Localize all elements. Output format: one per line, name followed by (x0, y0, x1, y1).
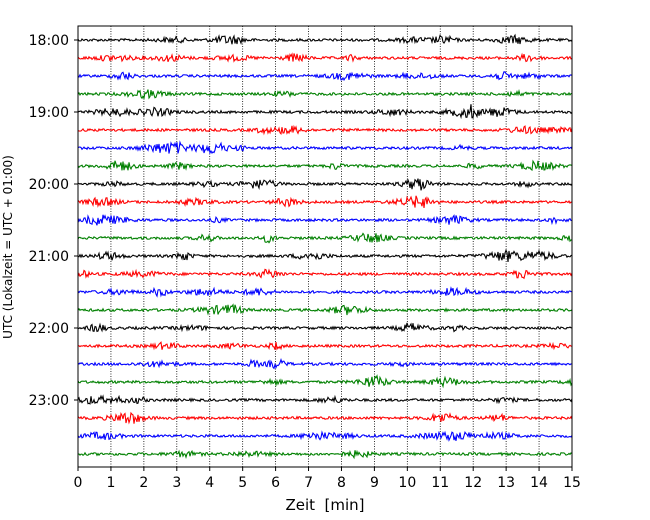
trace-2000 (77, 178, 573, 191)
y-tick-label: 21:00 (29, 249, 69, 265)
trace-2130 (77, 286, 573, 298)
trace-1945 (77, 159, 573, 171)
grid-lines (110, 26, 540, 467)
x-tick-label: 8 (337, 475, 346, 491)
trace-1815 (77, 52, 573, 63)
trace-2045 (77, 232, 573, 244)
x-tick-label: 9 (370, 475, 379, 491)
trace-2145 (77, 303, 573, 316)
trace-2015 (77, 195, 573, 209)
x-tick-label: 10 (398, 475, 416, 491)
trace-1900 (77, 104, 573, 120)
x-axis-label: Zeit [min] (285, 496, 364, 514)
trace-2345 (77, 449, 573, 460)
plot-background (78, 26, 572, 467)
plot-frame (77, 25, 573, 468)
y-tick-label: 23:00 (29, 393, 69, 409)
y-tick-label: 20:00 (29, 177, 69, 193)
y-axis-ticks: 18:00 19:00 20:00 21:00 22:00 23:00 (29, 33, 78, 409)
trace-2030 (77, 214, 573, 226)
trace-1930 (77, 140, 573, 155)
trace-2215 (77, 341, 573, 351)
seismic-traces (77, 33, 573, 460)
trace-2300 (77, 394, 573, 405)
x-tick-label: 11 (431, 475, 449, 491)
x-tick-label: 0 (74, 475, 83, 491)
x-axis-ticks: 0 1 2 3 4 5 6 7 8 9 10 11 12 13 14 15 (74, 467, 581, 491)
trace-2200 (77, 322, 573, 333)
y-tick-label: 22:00 (29, 321, 69, 337)
trace-2230 (77, 357, 573, 370)
trace-2315 (77, 411, 573, 425)
x-tick-label: 14 (530, 475, 548, 491)
x-tick-label: 13 (497, 475, 515, 491)
trace-1915 (77, 124, 573, 136)
x-tick-label: 2 (139, 475, 148, 491)
y-tick-label: 18:00 (29, 33, 69, 49)
trace-1800 (77, 33, 573, 46)
x-tick-label: 12 (464, 475, 482, 491)
x-tick-label: 15 (563, 475, 581, 491)
x-tick-label: 4 (205, 475, 214, 491)
trace-2245 (77, 374, 573, 389)
x-tick-label: 7 (304, 475, 313, 491)
y-axis-label: UTC (Lokalzeit = UTC + 01:00) (1, 155, 15, 339)
x-tick-label: 5 (238, 475, 247, 491)
y-tick-label: 19:00 (29, 105, 69, 121)
trace-1830 (77, 71, 573, 82)
x-tick-label: 1 (106, 475, 115, 491)
x-tick-label: 3 (172, 475, 181, 491)
trace-2115 (77, 268, 573, 280)
trace-2330 (77, 430, 573, 442)
trace-1845 (77, 89, 573, 100)
x-tick-label: 6 (271, 475, 280, 491)
trace-2100 (77, 248, 573, 263)
